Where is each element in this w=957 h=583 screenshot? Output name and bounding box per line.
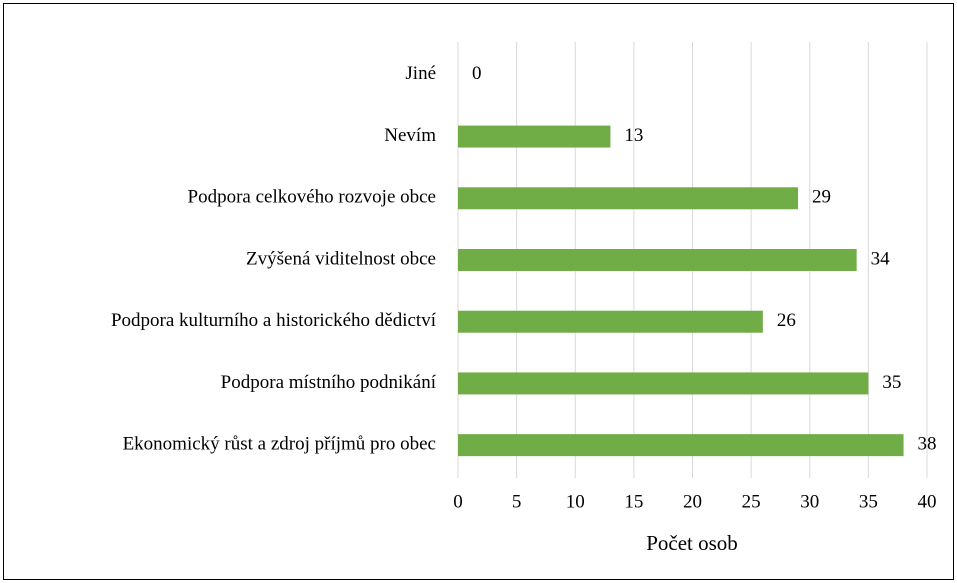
y-tick-label: Podpora kulturního a historického dědict… xyxy=(111,310,437,331)
data-label: 38 xyxy=(918,434,937,455)
data-label: 0 xyxy=(472,63,482,84)
bar xyxy=(458,372,869,395)
bar xyxy=(458,125,611,148)
x-tick-label: 25 xyxy=(742,491,761,512)
data-label: 13 xyxy=(624,125,643,146)
data-label: 34 xyxy=(871,248,891,269)
x-tick-label: 15 xyxy=(624,491,643,512)
y-tick-label: Jiné xyxy=(405,63,436,84)
y-tick-label: Nevím xyxy=(384,125,436,146)
x-tick-label: 40 xyxy=(918,491,937,512)
x-tick-label: 0 xyxy=(453,491,463,512)
x-tick-label: 35 xyxy=(859,491,878,512)
data-label: 29 xyxy=(812,187,831,208)
x-tick-label: 5 xyxy=(512,491,522,512)
data-label: 26 xyxy=(777,310,796,331)
y-tick-label: Podpora místního podnikání xyxy=(221,372,437,393)
y-tick-label: Podpora celkového rozvoje obce xyxy=(188,187,437,208)
x-tick-label: 30 xyxy=(800,491,819,512)
bar xyxy=(458,434,904,457)
x-tick-label: 20 xyxy=(683,491,702,512)
x-tick-label: 10 xyxy=(566,491,585,512)
bar xyxy=(458,249,857,271)
bar xyxy=(458,310,763,333)
chart-frame xyxy=(3,3,954,580)
data-label: 35 xyxy=(882,372,901,393)
y-tick-label: Zvýšená viditelnost obce xyxy=(246,248,436,269)
bar xyxy=(458,187,799,210)
x-axis-label: Počet osob xyxy=(646,531,738,555)
y-tick-label: Ekonomický růst a zdroj příjmů pro obec xyxy=(123,434,436,455)
